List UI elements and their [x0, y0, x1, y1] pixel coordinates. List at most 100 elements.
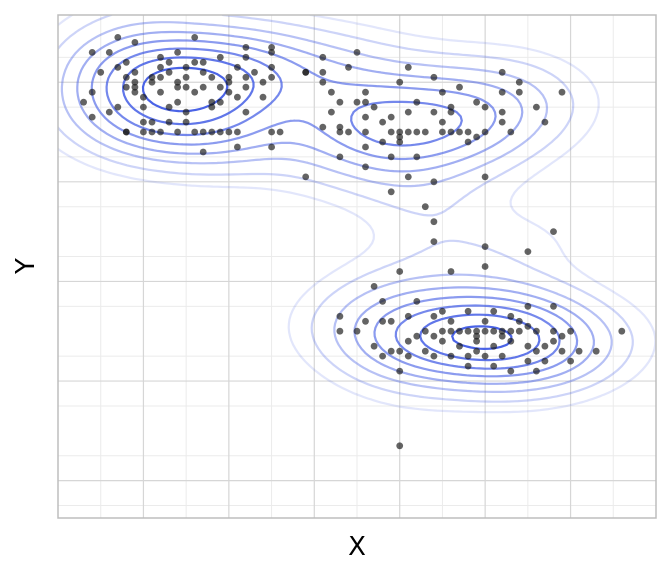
data-point	[404, 63, 412, 71]
data-point	[439, 118, 446, 126]
data-point	[447, 352, 455, 360]
data-point	[464, 128, 472, 136]
data-point	[439, 327, 446, 335]
data-point	[379, 317, 386, 325]
data-point	[447, 268, 455, 275]
data-point	[131, 39, 139, 46]
data-point	[387, 188, 395, 196]
data-point	[396, 268, 404, 275]
data-point	[481, 103, 489, 111]
data-point	[336, 312, 344, 320]
data-point	[524, 248, 532, 256]
data-point	[481, 327, 489, 335]
data-point	[404, 173, 412, 181]
data-point	[464, 307, 472, 315]
data-point	[216, 53, 224, 61]
data-point	[439, 307, 446, 315]
data-point	[148, 118, 156, 126]
data-point	[97, 68, 105, 76]
data-point	[165, 118, 173, 126]
data-point	[533, 347, 540, 355]
data-point	[336, 98, 344, 106]
data-point	[379, 118, 386, 126]
data-point	[225, 78, 233, 86]
data-point	[533, 327, 540, 335]
data-point	[225, 128, 233, 136]
data-point	[140, 93, 147, 101]
data-point	[481, 317, 489, 325]
data-point	[404, 108, 412, 116]
data-point	[404, 128, 412, 136]
data-point	[157, 53, 164, 61]
data-point	[447, 108, 455, 116]
data-point	[148, 73, 156, 81]
data-point	[208, 128, 216, 136]
data-point	[131, 88, 139, 96]
data-point	[430, 108, 438, 116]
data-point	[524, 322, 532, 330]
data-point	[473, 337, 480, 345]
data-point	[268, 143, 275, 151]
data-point	[268, 73, 275, 81]
data-point	[182, 73, 190, 81]
data-point	[558, 347, 566, 355]
x-axis-title: X	[348, 532, 366, 562]
data-point	[541, 342, 549, 350]
data-point	[507, 327, 515, 335]
data-point	[524, 302, 532, 310]
data-point	[174, 83, 182, 91]
data-point	[541, 118, 549, 126]
data-point	[456, 83, 463, 91]
data-point	[276, 128, 284, 136]
data-point	[362, 128, 369, 136]
data-point	[157, 88, 164, 96]
data-point	[148, 78, 156, 86]
data-point	[413, 332, 421, 340]
data-point	[575, 347, 583, 355]
data-point	[370, 283, 378, 290]
data-point	[122, 58, 130, 66]
data-point	[413, 128, 421, 136]
data-point	[234, 143, 241, 151]
data-point	[336, 153, 344, 161]
data-point	[439, 337, 446, 345]
contour-level-3	[60, 21, 613, 393]
data-point	[268, 49, 275, 56]
data-point	[199, 148, 207, 156]
data-point	[490, 307, 498, 315]
data-point	[558, 332, 566, 340]
data-point	[447, 103, 455, 111]
data-point	[370, 103, 378, 111]
data-point	[524, 357, 532, 365]
data-point	[336, 123, 344, 131]
data-point	[242, 53, 250, 61]
data-point	[362, 163, 369, 171]
data-point	[199, 68, 207, 76]
data-point	[191, 128, 199, 136]
data-point	[208, 73, 216, 81]
data-point	[319, 53, 327, 61]
data-point	[447, 128, 455, 136]
data-point	[370, 342, 378, 350]
data-point	[498, 118, 506, 126]
contour-level-4	[76, 30, 595, 385]
data-point	[140, 128, 147, 136]
data-point	[515, 88, 523, 96]
data-point	[473, 332, 480, 340]
data-point	[541, 357, 549, 365]
data-point	[191, 34, 199, 41]
data-point	[234, 63, 241, 71]
data-point	[131, 78, 139, 86]
data-point	[473, 327, 480, 335]
data-point	[473, 347, 480, 355]
data-point	[182, 118, 190, 126]
data-point	[182, 63, 190, 71]
data-point	[396, 128, 404, 136]
data-point	[199, 128, 207, 136]
data-point	[481, 173, 489, 181]
data-point	[481, 352, 489, 360]
data-point	[216, 98, 224, 106]
data-point	[174, 78, 182, 86]
data-point	[533, 103, 540, 111]
